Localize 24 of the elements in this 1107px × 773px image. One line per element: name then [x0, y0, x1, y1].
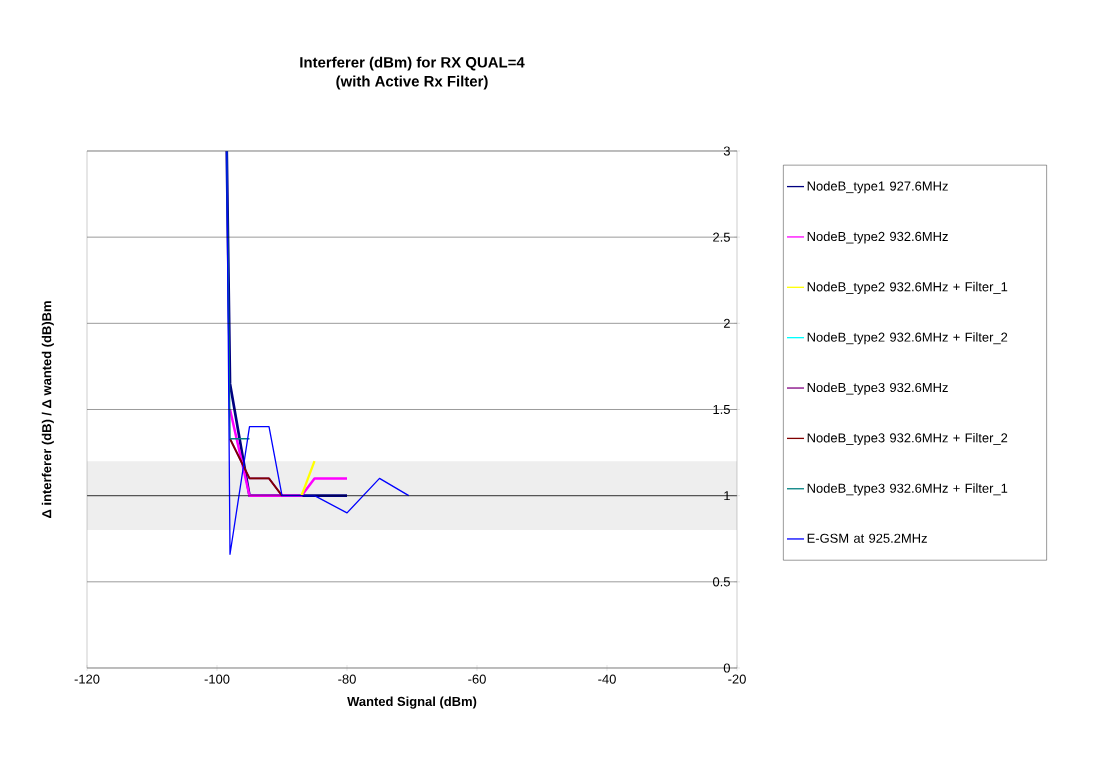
legend-label: E-GSM at 925.2MHz	[807, 533, 927, 543]
y-tick-label: 2	[723, 318, 730, 328]
y-tick-label: 0.5	[712, 577, 730, 587]
legend-label: NodeB_type2 932.6MHz + Filter_2	[807, 332, 1008, 345]
x-tick-label: -20	[728, 674, 746, 684]
legend-label: NodeB_type3 932.6MHz + Filter_1	[807, 483, 1008, 496]
x-tick-label: -120	[74, 674, 100, 684]
x-tick-label: -100	[204, 674, 230, 684]
x-tick-label: -60	[468, 674, 486, 684]
x-tick-label: -40	[598, 674, 616, 684]
y-tick-label: 0	[723, 663, 730, 673]
x-axis-title: Wanted Signal (dBm)	[347, 696, 477, 709]
y-tick-label: 3	[723, 146, 730, 156]
y-axis-title: Δ interferer (dB) / Δ wanted (dB)Bm	[41, 301, 54, 518]
legend-label: NodeB_type2 932.6MHz	[807, 231, 948, 244]
legend-label: NodeB_type2 932.6MHz + Filter_1	[807, 281, 1008, 294]
legend-label: NodeB_type3 932.6MHz	[807, 382, 948, 395]
y-tick-label: 2.5	[713, 232, 730, 242]
y-tick-label: 1.5	[713, 404, 730, 414]
chart-subtitle: (with Active Rx Filter)	[336, 75, 488, 90]
legend-label: NodeB_type1 927.6MHz	[807, 181, 948, 194]
legend-label: NodeB_type3 932.6MHz + Filter_2	[807, 432, 1008, 446]
x-tick-label: -80	[338, 674, 356, 684]
chart-title: Interferer (dBm) for RX QUAL=4	[300, 56, 525, 71]
